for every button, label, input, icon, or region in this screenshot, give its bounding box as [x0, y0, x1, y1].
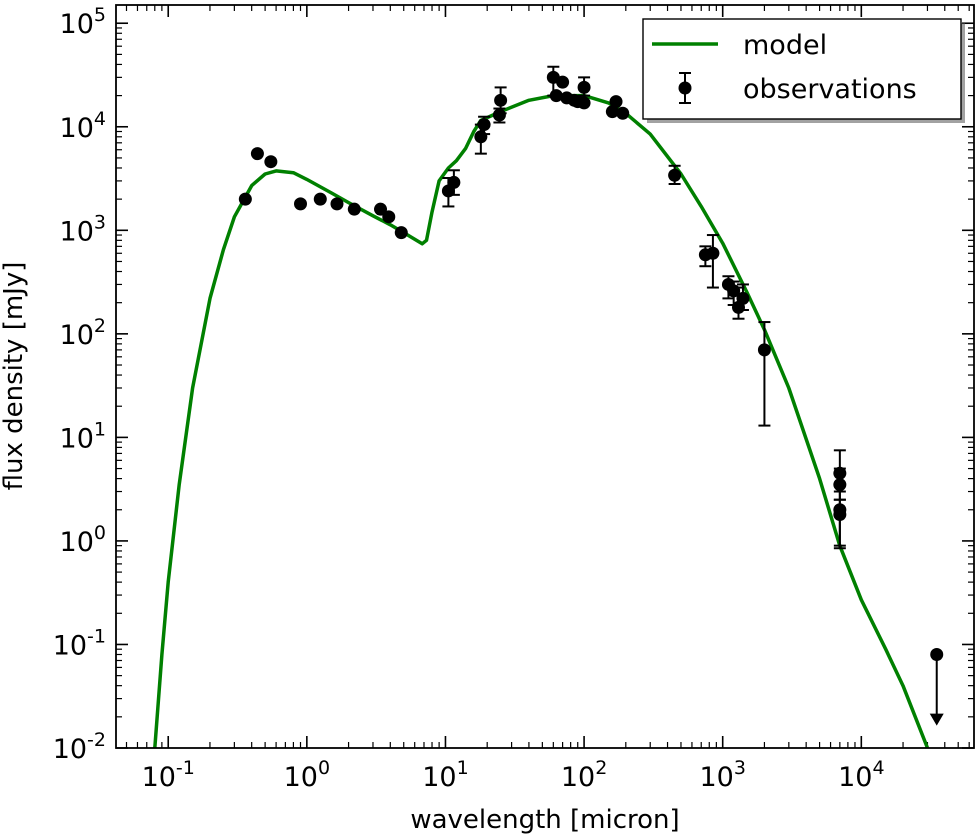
y-tick-label: 10-2	[53, 729, 106, 765]
observation-marker	[577, 96, 591, 110]
observation-point	[668, 164, 682, 186]
plot-frame	[115, 4, 975, 749]
observation-point	[313, 192, 327, 206]
observation-point	[250, 147, 264, 161]
observation-point	[494, 86, 508, 115]
tick-labels: 10-1 100 101 102 103 104 10-2 10-1 100 101 102 103 1…	[53, 4, 885, 793]
y-tick-label: 101	[60, 418, 106, 454]
observation-marker	[833, 507, 847, 521]
y-tick-label: 105	[60, 4, 106, 40]
legend-model-label: model	[743, 30, 827, 61]
observation-marker	[394, 226, 408, 240]
x-tick-label: 103	[699, 757, 745, 793]
observation-marker	[313, 192, 327, 206]
x-tick-label: 100	[284, 757, 330, 793]
observation-marker	[474, 130, 488, 144]
observation-marker	[250, 147, 264, 161]
y-tick-label: 104	[60, 108, 106, 144]
observation-marker	[556, 75, 570, 89]
observation-point	[330, 197, 344, 211]
observation-marker	[293, 197, 307, 211]
observation-marker	[616, 106, 630, 120]
observation-point	[238, 192, 252, 206]
observation-point	[609, 95, 623, 109]
observation-point	[605, 105, 619, 119]
observation-point	[577, 96, 591, 110]
observation-point	[264, 155, 278, 169]
observation-marker	[477, 118, 491, 132]
legend-box	[642, 18, 962, 120]
y-axis-label: flux density [mJy]	[0, 262, 29, 491]
observation-point	[394, 226, 408, 240]
x-axis-label: wavelength [micron]	[410, 805, 679, 835]
x-tick-label: 10-1	[142, 757, 195, 793]
observation-marker	[238, 192, 252, 206]
observation-point	[556, 75, 570, 89]
observation-point	[833, 498, 847, 547]
x-tick-label: 101	[422, 757, 468, 793]
observation-point	[549, 89, 563, 103]
legend-observations-label: observations	[743, 74, 917, 105]
observation-point	[447, 169, 461, 196]
observation-marker	[930, 647, 944, 661]
observation-marker	[609, 95, 623, 109]
observation-marker	[264, 155, 278, 169]
x-tick-label: 102	[561, 757, 607, 793]
observation-marker	[347, 202, 361, 216]
observation-marker	[706, 246, 720, 260]
observation-marker	[577, 80, 591, 94]
y-tick-label: 10-1	[53, 625, 106, 661]
observation-point	[382, 210, 396, 224]
observation-point	[577, 76, 591, 97]
observation-point	[736, 283, 750, 311]
observation-marker	[736, 291, 750, 305]
observation-point	[477, 115, 491, 136]
observation-marker	[374, 202, 388, 216]
observation-point	[293, 197, 307, 211]
ticks-layer	[116, 5, 974, 749]
plot-area	[116, 5, 974, 748]
x-tick-label: 104	[838, 757, 884, 793]
observations-layer	[238, 65, 944, 726]
y-tick-label: 100	[60, 522, 106, 558]
legend: model observations	[642, 18, 965, 123]
observation-point	[706, 234, 720, 289]
upper-limit-point	[929, 647, 944, 726]
observation-marker	[447, 175, 461, 189]
y-tick-label: 103	[60, 211, 106, 247]
y-tick-label: 102	[60, 315, 106, 351]
observation-point	[492, 107, 506, 124]
observation-marker	[382, 210, 396, 224]
observation-point	[616, 106, 630, 120]
observation-marker	[549, 89, 563, 103]
observation-point	[757, 321, 771, 427]
observation-marker	[492, 108, 506, 122]
observation-point	[347, 202, 361, 216]
observation-marker	[494, 93, 508, 107]
observation-marker	[668, 168, 682, 182]
observation-marker	[757, 343, 771, 357]
legend-observations-swatch	[678, 72, 692, 104]
observation-marker	[605, 105, 619, 119]
observation-point	[374, 202, 388, 216]
observation-marker	[330, 197, 344, 211]
upper-limit-arrow	[929, 713, 944, 726]
